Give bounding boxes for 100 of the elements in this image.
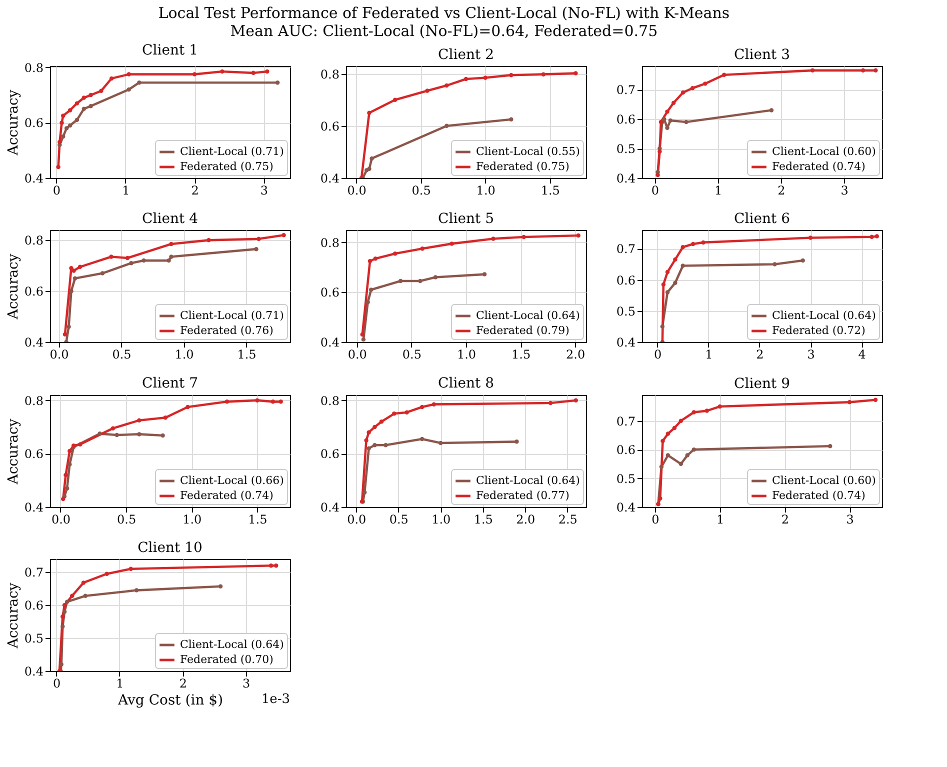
y-tick-label: 0.6 [24, 598, 44, 613]
x-tick-label: 0.0 [347, 512, 366, 526]
point [88, 92, 93, 98]
point [62, 610, 67, 614]
point [368, 258, 372, 264]
x-tick-label: 2.0 [516, 512, 536, 526]
point [134, 588, 139, 592]
point [256, 236, 261, 242]
point [224, 400, 230, 404]
point [384, 443, 388, 448]
point [703, 82, 708, 86]
point [665, 110, 670, 114]
y-tick-label: 0.8 [24, 234, 44, 248]
point [64, 600, 70, 604]
point [420, 404, 424, 410]
legend-label: Client-Local (0.64) [772, 309, 876, 322]
point [186, 404, 190, 410]
y-tick-label: 0.7 [24, 566, 44, 580]
point [433, 275, 438, 280]
point [665, 290, 670, 294]
point [64, 126, 69, 130]
point [772, 262, 777, 266]
y-tick-label: 0.6 [616, 443, 636, 458]
text: Local Test Performance of Federated vs Client-Local (No-FL) with K-Means [158, 4, 730, 22]
point [800, 258, 805, 263]
y-tick-label: 0.4 [320, 500, 340, 514]
point [464, 76, 468, 82]
point [668, 118, 673, 123]
point [398, 278, 403, 284]
y-tick-label: 0.4 [24, 336, 44, 350]
y-tick-label: 0.4 [616, 500, 636, 514]
point [166, 258, 171, 263]
chart-title: Client 7 [142, 375, 198, 392]
point [99, 88, 104, 94]
point [125, 256, 130, 260]
legend-label: Client-Local (0.71) [180, 309, 284, 322]
x-tick-label: 1 [714, 184, 722, 198]
point [169, 254, 174, 259]
x-tick-label: 2 [778, 184, 786, 198]
chart-title: Client 1 [142, 42, 198, 58]
y-tick-label: 0.6 [320, 119, 340, 134]
point [109, 76, 114, 81]
point [137, 418, 142, 422]
y-tick-label: 0.6 [616, 273, 636, 288]
x-tick-label: 0.5 [117, 512, 136, 526]
point [192, 72, 197, 76]
x-tick-label: 2 [179, 676, 187, 690]
point [100, 271, 105, 276]
legend-label: Federated (0.75) [180, 160, 274, 173]
point [62, 603, 67, 608]
point [282, 232, 286, 238]
y-tick-label: 0.6 [616, 112, 636, 127]
point [82, 106, 86, 111]
x-tick-label: 0.0 [347, 184, 366, 198]
chart-title: Client 5 [438, 211, 494, 227]
point [666, 453, 670, 458]
point [61, 134, 66, 139]
y-tick-label: 0.8 [24, 60, 44, 75]
legend-label: Federated (0.76) [180, 324, 274, 337]
x-tick-label: 0 [652, 512, 660, 526]
y-tick-label: 0.4 [24, 664, 44, 678]
point [576, 233, 580, 238]
point [392, 412, 396, 416]
point [68, 462, 72, 466]
point [680, 244, 685, 250]
x-tick-label: 2.0 [566, 348, 586, 362]
legend-label: Client-Local (0.64) [476, 309, 580, 322]
point [870, 234, 874, 239]
point [255, 398, 260, 402]
point [373, 256, 378, 261]
point [78, 442, 82, 446]
point [656, 172, 660, 178]
y-tick-label: 0.4 [320, 172, 340, 186]
point [873, 398, 878, 402]
point [680, 90, 686, 95]
point [68, 123, 72, 128]
point [810, 68, 815, 73]
point [74, 118, 80, 122]
y-tick-label: 0.8 [320, 394, 340, 408]
point [692, 447, 696, 452]
y-axis-title: Accuracy [5, 90, 22, 156]
point [690, 242, 696, 246]
point [450, 242, 454, 246]
point [671, 100, 676, 105]
point [74, 101, 80, 106]
x-tick-label: 0.0 [51, 512, 71, 526]
y-tick-label: 0.6 [24, 116, 44, 130]
point [392, 252, 398, 256]
point [509, 117, 514, 122]
point [874, 234, 880, 238]
point [444, 124, 449, 128]
y-axis-title: Accuracy [5, 418, 22, 486]
x-tick-label: 2 [191, 184, 199, 198]
y-tick-label: 0.6 [320, 286, 340, 300]
point [109, 254, 114, 259]
y-tick-label: 0.7 [616, 414, 636, 428]
point [278, 400, 283, 404]
point [673, 257, 678, 262]
point [692, 410, 696, 414]
point [72, 268, 76, 273]
